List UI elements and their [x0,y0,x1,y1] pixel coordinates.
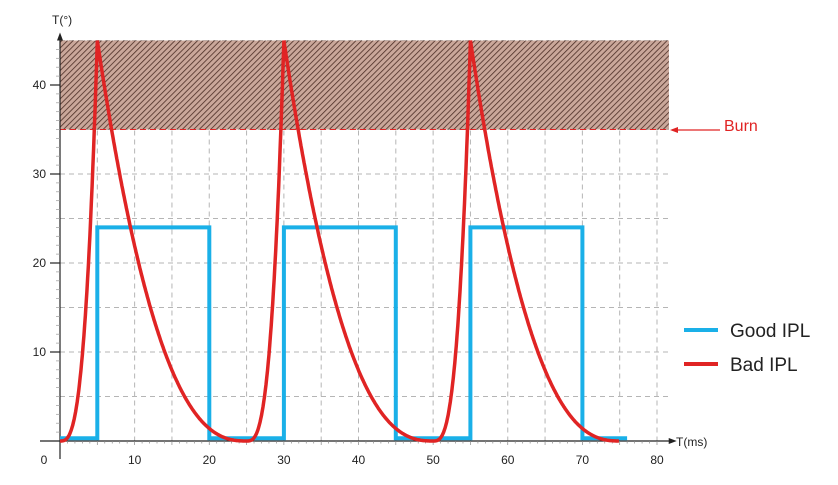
series-good-ipl [60,225,628,441]
legend-label-bad-ipl: Bad IPL [730,355,798,376]
y-axis-arrow-icon [57,32,63,41]
y-tick-label: 20 [33,256,47,270]
y-tick-label: 40 [33,78,47,92]
y-tick-label: 30 [33,167,47,181]
burn-region [60,40,669,130]
y-tick-label: 10 [33,345,47,359]
x-tick-label: 30 [277,453,291,467]
x-tick-label: 50 [426,453,440,467]
x-tick-label: 10 [128,453,142,467]
burn-annotation: Burn [670,118,758,135]
x-axis-label: T(ms) [676,435,707,449]
series-bad-ipl [60,40,619,443]
arrow-head-icon [670,127,678,133]
y-axis-label: T(°) [52,13,72,27]
x-tick-label: 0 [41,453,48,467]
legend: Good IPL Bad IPL [684,321,810,376]
burn-label: Burn [724,118,758,135]
axes [40,32,677,459]
x-tick-label: 80 [650,453,664,467]
x-axis-arrow-icon [668,438,677,444]
tick-labels: 0 10 20 30 40 50 60 70 80 10 20 30 40 [33,78,664,467]
x-tick-label: 70 [576,453,590,467]
x-tick-label: 40 [352,453,366,467]
legend-label-good-ipl: Good IPL [730,321,810,342]
x-tick-label: 60 [501,453,515,467]
x-tick-label: 20 [203,453,217,467]
